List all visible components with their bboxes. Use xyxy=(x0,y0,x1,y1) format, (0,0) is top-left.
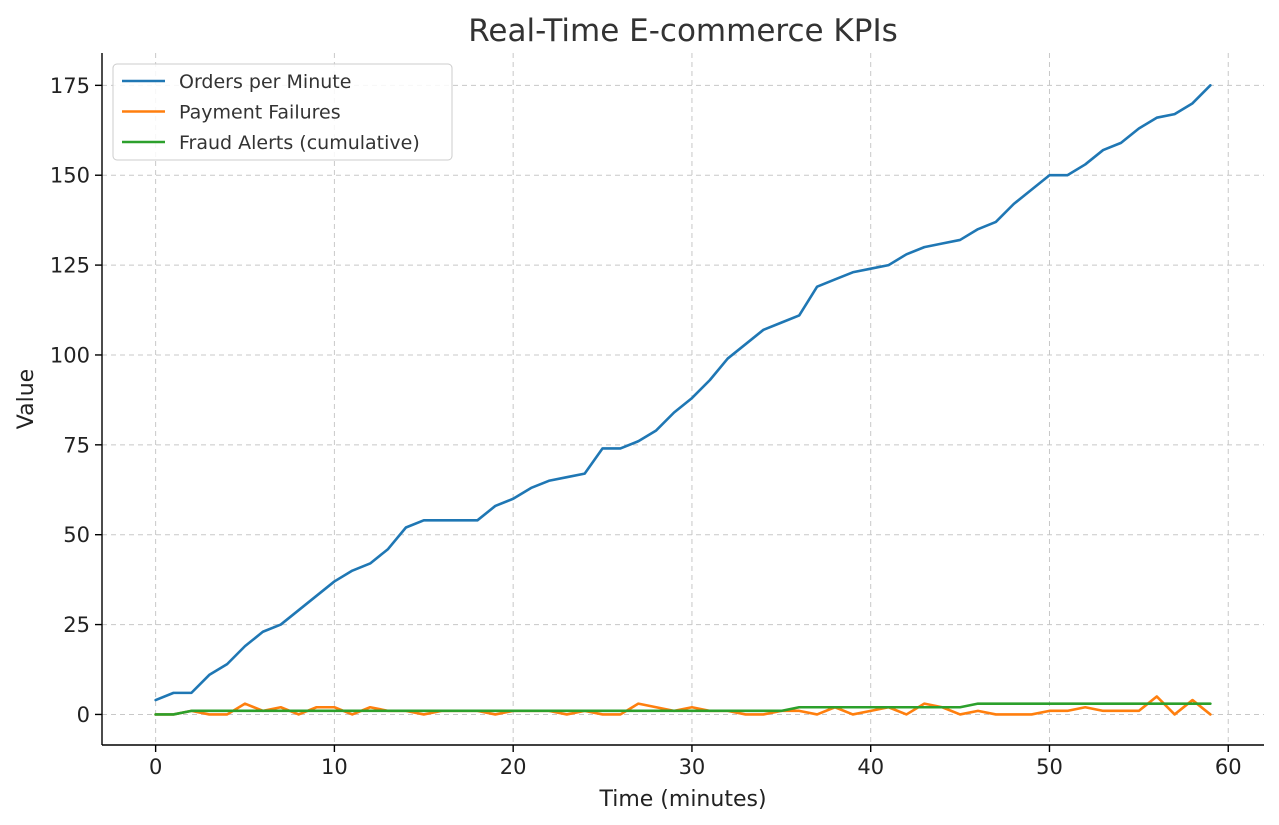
y-tick-label: 25 xyxy=(63,613,90,637)
y-tick-label: 0 xyxy=(77,703,90,727)
x-tick-label: 0 xyxy=(149,755,162,779)
x-tick-label: 30 xyxy=(679,755,706,779)
chart-title: Real-Time E-commerce KPIs xyxy=(468,13,898,49)
y-tick-label: 100 xyxy=(50,343,90,367)
y-tick-label: 75 xyxy=(63,433,90,457)
legend-label: Orders per Minute xyxy=(179,71,351,93)
y-axis-label: Value xyxy=(14,369,39,429)
series-line-2 xyxy=(154,695,1212,716)
y-tick-label: 125 xyxy=(50,254,90,278)
series-line-3 xyxy=(154,702,1212,716)
y-tick-label: 50 xyxy=(63,523,90,547)
x-axis-label: Time (minutes) xyxy=(598,787,766,812)
x-tick-label: 10 xyxy=(321,755,348,779)
axes xyxy=(101,53,1264,746)
y-tick-label: 150 xyxy=(50,164,90,188)
y-tick-label: 175 xyxy=(50,74,90,98)
legend-label: Fraud Alerts (cumulative) xyxy=(179,132,420,154)
legend: Orders per Minute Payment Failures Fraud A… xyxy=(112,63,453,161)
series-lines xyxy=(154,84,1212,716)
x-axis-ticks: 0 10 20 30 40 50 60 xyxy=(149,745,1242,779)
x-tick-label: 40 xyxy=(857,755,884,779)
x-tick-label: 50 xyxy=(1036,755,1063,779)
x-tick-label: 20 xyxy=(500,755,527,779)
legend-label: Payment Failures xyxy=(179,102,341,124)
x-tick-label: 60 xyxy=(1215,755,1242,779)
series-line-1 xyxy=(154,84,1212,702)
y-axis-ticks: 0 25 50 75 100 125 150 175 xyxy=(50,74,102,727)
legend-box xyxy=(112,63,453,161)
